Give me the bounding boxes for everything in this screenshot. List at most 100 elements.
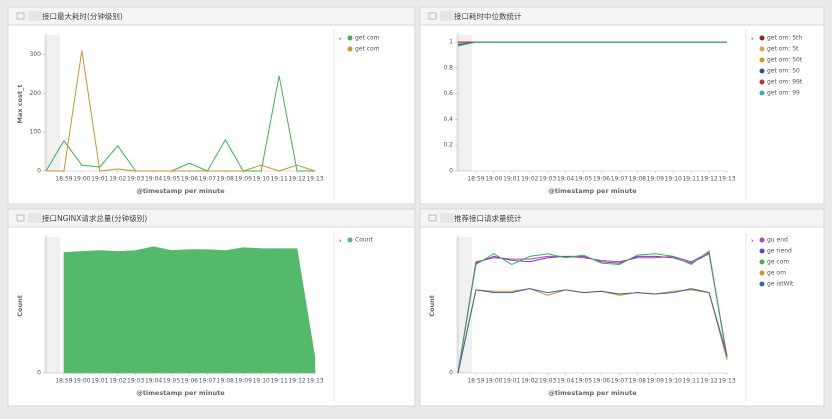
y-tick-label: 0.8 <box>443 64 453 71</box>
x-tick-label: 19:08 <box>217 378 234 385</box>
x-tick-label: 19:12 <box>700 176 717 183</box>
y-tick-label: 0.2 <box>443 142 453 149</box>
y-tick-label: 1 <box>449 39 453 46</box>
x-tick-label: 19:02 <box>521 378 538 385</box>
x-tick-label: 19:05 <box>575 378 592 385</box>
redacted <box>28 11 42 21</box>
x-tick-label: 19:10 <box>665 176 682 183</box>
y-tick-label: 0.6 <box>443 90 453 97</box>
legend-label: ge riend <box>767 248 792 255</box>
x-tick-label: 19:01 <box>91 378 108 385</box>
x-tick-label: 19:03 <box>539 378 556 385</box>
x-tick-label: 19:09 <box>235 176 252 183</box>
x-tick-label: 19:05 <box>163 378 180 385</box>
x-tick-label: 19:00 <box>73 176 90 183</box>
x-tick-label: 19:11 <box>270 378 287 385</box>
x-tick-label: 19:02 <box>109 378 126 385</box>
legend-toggle: › <box>339 36 342 43</box>
legend-swatch <box>759 46 765 52</box>
y-axis-label: Max cost_t <box>16 85 24 124</box>
legend-label: get com <box>355 46 380 53</box>
x-tick-label: 19:03 <box>539 176 556 183</box>
panel-header <box>419 6 825 26</box>
y-tick-label: 0 <box>37 370 41 377</box>
x-tick-label: 18:59 <box>55 378 72 385</box>
x-tick-label: 19:03 <box>127 378 144 385</box>
y-tick-label: 300 <box>30 51 42 58</box>
panel-icon <box>16 12 25 20</box>
x-tick-label: 19:08 <box>217 176 234 183</box>
panel-title: 接口最大耗时(分钟级别) <box>42 11 123 21</box>
x-tick-label: 19:08 <box>629 176 646 183</box>
x-tick-label: 19:02 <box>109 176 126 183</box>
panel-title: 推荐接口请求量统计 <box>454 213 522 223</box>
x-tick-label: 19:09 <box>647 378 664 385</box>
legend-swatch <box>759 270 765 276</box>
x-tick-label: 18:59 <box>467 176 484 183</box>
legend-label: ge om <box>767 270 786 277</box>
legend-swatch <box>759 237 765 243</box>
x-tick-label: 19:06 <box>181 378 198 385</box>
highlight-band <box>44 35 60 171</box>
legend-label: Count <box>355 237 373 244</box>
y-tick-label: 100 <box>30 129 42 136</box>
x-tick-label: 19:10 <box>253 378 270 385</box>
y-tick-label: 0 <box>449 168 453 175</box>
x-tick-label: 19:01 <box>91 176 108 183</box>
y-axis-label: Count <box>428 295 436 317</box>
y-tick-label: 0.4 <box>443 116 453 123</box>
x-tick-label: 19:04 <box>557 378 574 385</box>
x-tick-label: 19:06 <box>593 176 610 183</box>
x-tick-label: 19:10 <box>253 176 270 183</box>
line <box>46 50 316 172</box>
x-tick-label: 19:12 <box>700 378 717 385</box>
x-axis-label: @timestamp per minute <box>136 187 225 195</box>
panel-title: 接口耗时中位数统计 <box>454 11 522 21</box>
x-tick-label: 19:13 <box>306 176 323 183</box>
x-tick-label: 19:09 <box>647 176 664 183</box>
legend-swatch <box>759 57 765 63</box>
x-tick-label: 19:04 <box>557 176 574 183</box>
legend-label: get com <box>355 35 380 42</box>
x-tick-label: 19:12 <box>288 378 305 385</box>
area <box>63 246 316 374</box>
x-tick-label: 19:08 <box>629 378 646 385</box>
legend-label: get om: 50 <box>767 68 800 75</box>
legend-swatch <box>759 248 765 254</box>
legend-label: get om: 99t <box>767 79 803 86</box>
x-tick-label: 19:13 <box>306 378 323 385</box>
x-tick-label: 19:05 <box>575 176 592 183</box>
x-tick-label: 19:06 <box>181 176 198 183</box>
x-tick-label: 19:00 <box>73 378 90 385</box>
x-tick-label: 19:10 <box>665 378 682 385</box>
x-tick-label: 19:07 <box>199 378 216 385</box>
y-tick-label: 0 <box>37 168 41 175</box>
panel-icon <box>428 214 437 222</box>
x-tick-label: 19:11 <box>682 378 699 385</box>
x-tick-label: 19:03 <box>127 176 144 183</box>
legend-label: get om: 99 <box>767 90 800 97</box>
legend-swatch <box>347 35 353 41</box>
legend-swatch <box>347 46 353 52</box>
legend-swatch <box>759 259 765 265</box>
x-tick-label: 19:01 <box>503 176 520 183</box>
panel-header <box>7 6 416 26</box>
legend-label: gu end <box>767 237 788 244</box>
legend-label: ge istWit <box>767 281 794 288</box>
legend-toggle: › <box>751 36 754 43</box>
redacted <box>28 213 42 223</box>
legend-swatch <box>759 35 765 41</box>
x-tick-label: 19:11 <box>682 176 699 183</box>
legend-swatch <box>759 90 765 96</box>
panel-header <box>7 208 416 228</box>
line <box>457 288 728 374</box>
x-tick-label: 19:07 <box>199 176 216 183</box>
x-axis-label: @timestamp per minute <box>136 389 225 397</box>
x-tick-label: 19:13 <box>718 176 735 183</box>
legend-swatch <box>347 237 353 243</box>
legend-toggle: › <box>339 238 342 245</box>
legend-toggle: › <box>751 238 754 245</box>
legend-label: get om: 5t <box>767 46 799 53</box>
x-tick-label: 19:01 <box>503 378 520 385</box>
